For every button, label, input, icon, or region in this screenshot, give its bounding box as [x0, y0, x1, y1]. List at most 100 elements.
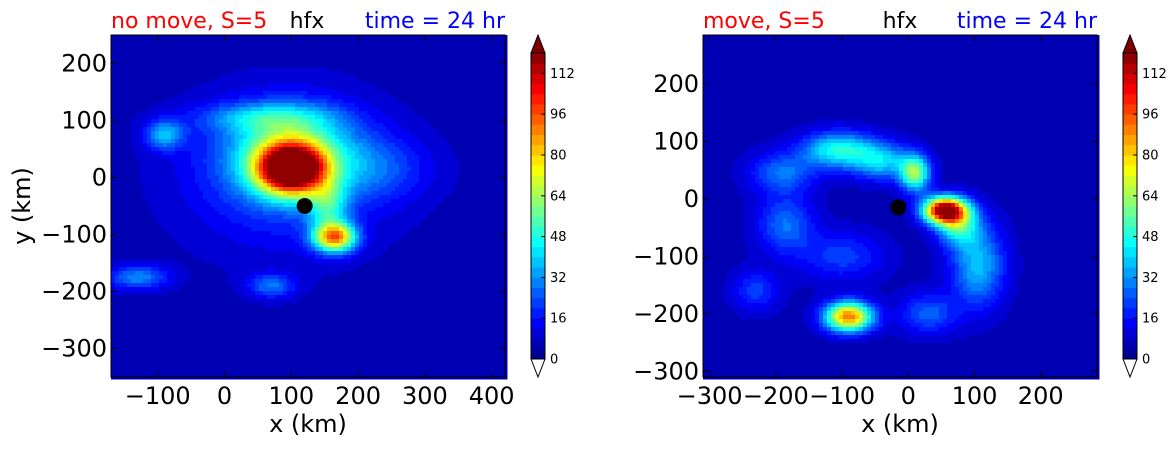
heatmap-cell [379, 59, 384, 64]
heatmap-cell [155, 219, 160, 224]
heatmap-cell [279, 223, 284, 228]
heatmap-cell [347, 79, 352, 84]
heatmap-cell [311, 203, 316, 208]
heatmap-cell [227, 131, 232, 136]
heatmap-cell [167, 147, 172, 152]
heatmap-cell [215, 195, 220, 200]
heatmap-cell [491, 91, 496, 96]
heatmap-cell [351, 147, 356, 152]
heatmap-cell [263, 107, 268, 112]
heatmap-cell [243, 207, 248, 212]
heatmap-cell [379, 51, 384, 56]
heatmap-cell [195, 115, 200, 120]
heatmap-cell [263, 195, 268, 200]
heatmap-cell [467, 171, 472, 176]
heatmap-cell [179, 219, 184, 224]
heatmap-cell [307, 83, 312, 88]
heatmap-cell [427, 219, 432, 224]
heatmap-cell [283, 87, 288, 92]
heatmap-cell [347, 35, 352, 40]
heatmap-cell [399, 115, 404, 120]
heatmap-cell [291, 203, 296, 208]
heatmap-cell [227, 91, 232, 96]
heatmap-cell [371, 131, 376, 136]
heatmap-cell [403, 203, 408, 208]
heatmap-cell [439, 87, 444, 92]
heatmap-cell [251, 39, 256, 44]
heatmap-cell [231, 139, 236, 144]
heatmap-cell [267, 91, 272, 96]
heatmap-cell [159, 75, 164, 80]
heatmap-cell [179, 135, 184, 140]
heatmap-cell [415, 35, 420, 40]
heatmap-cell [359, 143, 364, 148]
heatmap-cell [451, 83, 456, 88]
heatmap-cell [351, 39, 356, 44]
heatmap-cell [311, 107, 316, 112]
heatmap-cell [435, 59, 440, 64]
heatmap-cell [331, 139, 336, 144]
heatmap-cell [163, 119, 168, 124]
heatmap-cell [263, 79, 268, 84]
heatmap-cell [243, 131, 248, 136]
heatmap-cell [231, 115, 236, 120]
heatmap-cell [239, 179, 244, 184]
heatmap-cell [263, 95, 268, 100]
heatmap-cell [275, 139, 280, 144]
heatmap-cell [143, 159, 148, 164]
heatmap-cell [395, 59, 400, 64]
heatmap-cell [183, 159, 188, 164]
heatmap-cell [195, 135, 200, 140]
heatmap-cell [419, 55, 424, 60]
heatmap-cell [295, 163, 300, 168]
heatmap-cell [387, 227, 392, 232]
heatmap-cell [299, 59, 304, 64]
heatmap-cell [347, 43, 352, 48]
heatmap-cell [363, 47, 368, 52]
heatmap-cell [391, 107, 396, 112]
heatmap-cell [287, 123, 292, 128]
heatmap-cell [187, 103, 192, 108]
heatmap-cell [231, 151, 236, 156]
heatmap-cell [323, 79, 328, 84]
heatmap-cell [115, 195, 120, 200]
heatmap-cell [135, 111, 140, 116]
heatmap-cell [335, 119, 340, 124]
heatmap-cell [167, 67, 172, 72]
heatmap-cell [111, 107, 116, 112]
heatmap-cell [411, 195, 416, 200]
heatmap-cell [291, 163, 296, 168]
heatmap-cell [411, 147, 416, 152]
heatmap-cell [487, 91, 492, 96]
heatmap-cell [287, 163, 292, 168]
heatmap-cell [199, 159, 204, 164]
heatmap-cell [427, 55, 432, 60]
heatmap-cell [211, 235, 216, 240]
heatmap-cell [419, 139, 424, 144]
heatmap-cell [399, 95, 404, 100]
heatmap-cell [291, 83, 296, 88]
heatmap-cell [331, 95, 336, 100]
heatmap-cell [443, 227, 448, 232]
heatmap-cell [195, 131, 200, 136]
heatmap-cell [383, 171, 388, 176]
heatmap-cell [351, 203, 356, 208]
heatmap-cell [475, 79, 480, 84]
heatmap-cell [255, 187, 260, 192]
heatmap-cell [315, 95, 320, 100]
heatmap-cell [299, 131, 304, 136]
heatmap-cell [447, 203, 452, 208]
heatmap-cell [115, 215, 120, 220]
heatmap-cell [243, 75, 248, 80]
heatmap-cell [367, 223, 372, 228]
heatmap-cell [271, 143, 276, 148]
heatmap-cell [499, 163, 504, 168]
heatmap-cell [331, 59, 336, 64]
heatmap-cell [195, 167, 200, 172]
heatmap-cell [167, 119, 172, 124]
heatmap-cell [183, 203, 188, 208]
heatmap-cell [215, 115, 220, 120]
heatmap-cell [179, 59, 184, 64]
heatmap-cell [303, 63, 308, 68]
heatmap-cell [127, 75, 132, 80]
